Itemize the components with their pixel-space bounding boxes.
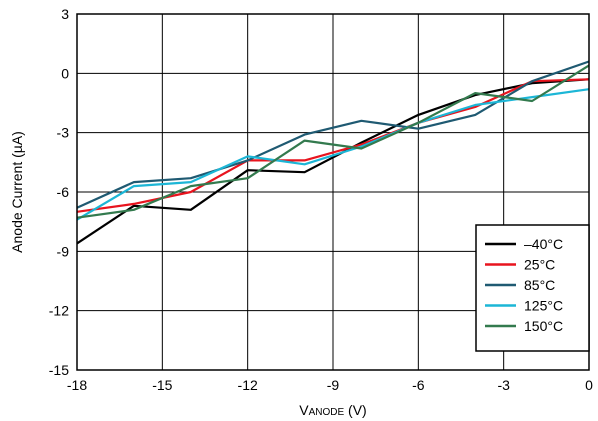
- x-axis-title-main: V: [299, 402, 309, 418]
- legend-label: –40°C: [524, 236, 563, 252]
- legend-label: 150°C: [524, 318, 563, 334]
- x-tick-label: -3: [497, 377, 510, 393]
- plot-frame: [76, 13, 590, 371]
- y-tick-label: -3: [57, 125, 70, 141]
- legend: –40°C 25°C 85°C 125°C 150°C: [475, 224, 590, 352]
- x-axis-title: VANODE (V): [299, 402, 366, 418]
- series-line-0: [76, 78, 590, 245]
- x-tick-label: -6: [412, 377, 425, 393]
- series-lines: [76, 60, 590, 245]
- y-tick-label: -9: [57, 243, 70, 259]
- y-tick-labels: -15 -12 -9 -6 -3 0 3: [49, 6, 69, 378]
- y-tick-label: -15: [49, 362, 69, 378]
- series-line-4: [76, 64, 590, 219]
- x-tick-label: -18: [67, 377, 87, 393]
- x-tick-label: -12: [238, 377, 258, 393]
- legend-label: 25°C: [524, 257, 555, 273]
- y-tick-label: -12: [49, 303, 69, 319]
- legend-box: [475, 224, 590, 352]
- x-axis-title-subscript: ANODE: [309, 407, 345, 418]
- y-tick-label: 3: [61, 6, 69, 22]
- legend-label: 125°C: [524, 298, 563, 314]
- x-axis-title-unit: (V): [344, 402, 367, 418]
- y-axis-title: Anode Current (µA): [9, 131, 25, 253]
- x-tick-label: 0: [585, 377, 593, 393]
- legend-items: –40°C 25°C 85°C 125°C 150°C: [485, 236, 563, 334]
- legend-label: 85°C: [524, 277, 555, 293]
- y-tick-label: 0: [61, 65, 69, 81]
- x-tick-label: -9: [327, 377, 340, 393]
- x-tick-labels: -18 -15 -12 -9 -6 -3 0: [67, 377, 593, 393]
- x-tick-label: -15: [152, 377, 172, 393]
- y-tick-label: -6: [57, 184, 70, 200]
- series-line-3: [76, 88, 590, 221]
